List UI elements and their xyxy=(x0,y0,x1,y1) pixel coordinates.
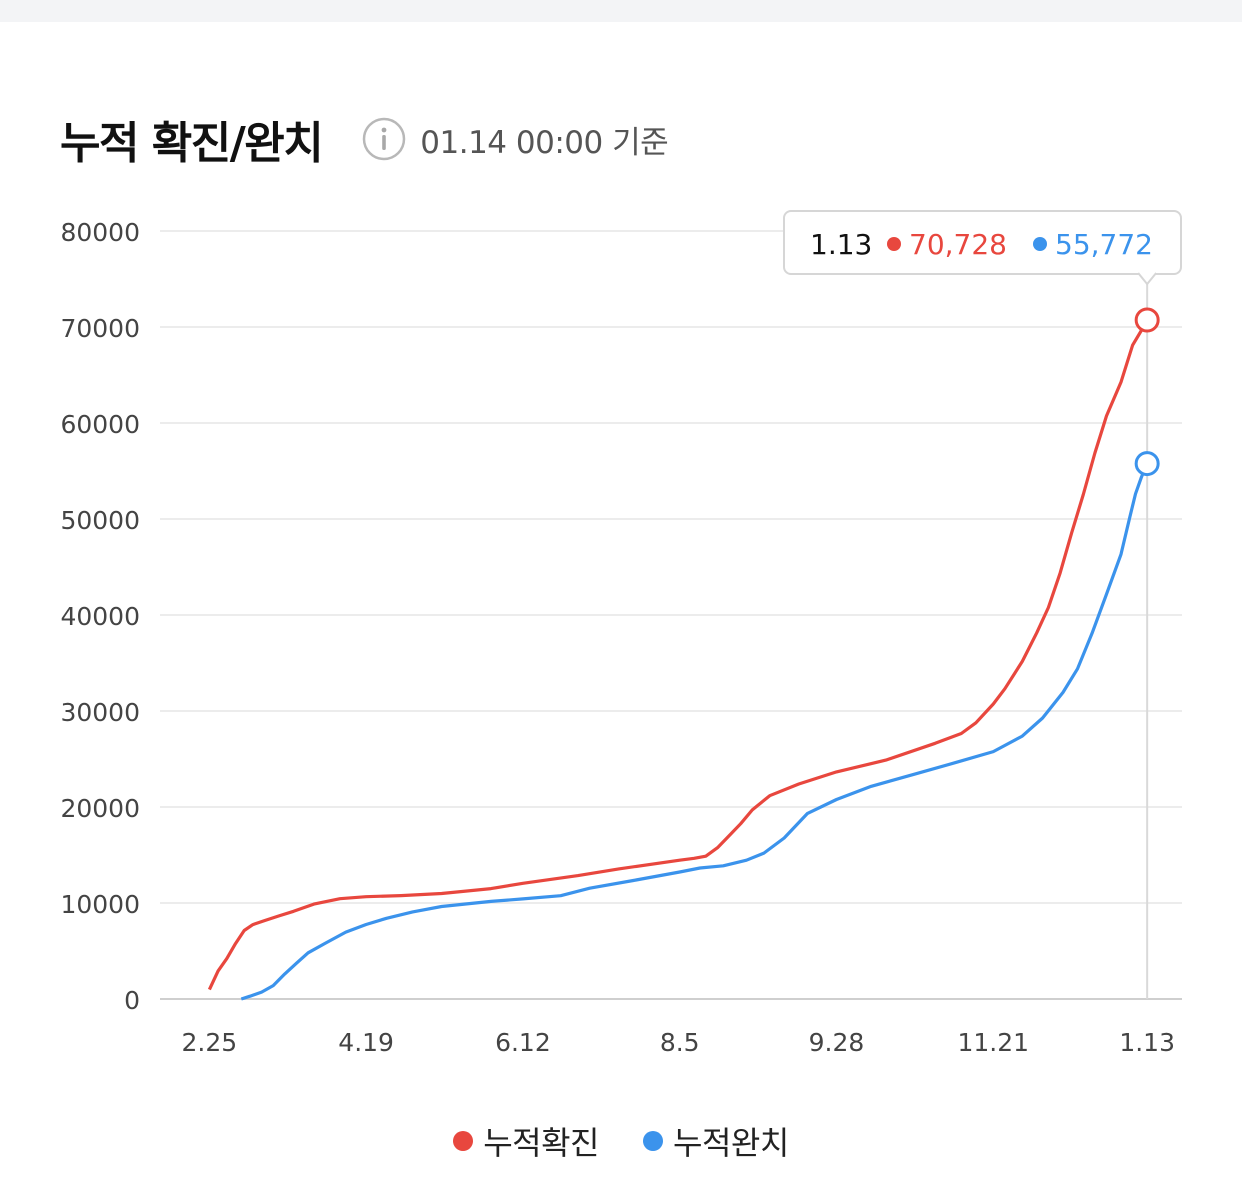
legend-item-recovered[interactable]: 누적완치 xyxy=(643,1118,789,1164)
legend-label-confirmed: 누적확진 xyxy=(483,1124,599,1162)
y-tick-label: 40000 xyxy=(60,602,140,631)
x-tick-label: 8.5 xyxy=(660,1028,700,1057)
x-tick-label: 2.25 xyxy=(182,1028,238,1057)
legend-label-recovered: 누적완치 xyxy=(673,1124,789,1162)
x-tick-label: 9.28 xyxy=(809,1028,865,1057)
y-tick-label: 60000 xyxy=(60,410,140,439)
x-axis-ticks: 2.25 4.19 6.12 8.5 9.28 11.21 1.13 xyxy=(182,1028,1175,1057)
y-tick-label: 80000 xyxy=(60,218,140,247)
tooltip-value-confirmed: 70,728 xyxy=(909,228,1007,261)
tooltip-dot-recovered xyxy=(1033,237,1047,251)
x-tick-label: 4.19 xyxy=(338,1028,394,1057)
legend-dot-confirmed xyxy=(453,1131,474,1151)
x-tick-label: 6.12 xyxy=(495,1028,551,1057)
y-tick-label: 50000 xyxy=(60,506,140,535)
tooltip: 1.13 70,728 55,772 xyxy=(783,210,1182,286)
tooltip-dot-confirmed xyxy=(887,237,901,251)
y-tick-label: 10000 xyxy=(60,890,140,919)
tooltip-box xyxy=(783,210,1182,275)
chart-header: 누적 확진/완치 01.14 00:00 기준 xyxy=(60,104,669,174)
info-icon[interactable] xyxy=(362,117,406,161)
legend: 누적확진 누적완치 xyxy=(0,1118,1242,1164)
y-axis-ticks: 0 10000 20000 30000 40000 50000 60000 70000 8000… xyxy=(60,218,140,1015)
x-tick-label: 11.21 xyxy=(957,1028,1029,1057)
y-tick-label: 70000 xyxy=(60,314,140,343)
cumulative-line-chart: 0 10000 20000 30000 40000 50000 60000 70000 8000… xyxy=(60,210,1182,1057)
grid-layer xyxy=(160,230,1182,1000)
series-line-confirmed[interactable] xyxy=(207,319,1149,991)
info-icon-graphic xyxy=(363,117,406,161)
timestamp-label: 01.14 00:00 기준 xyxy=(420,124,669,161)
y-tick-label: 0 xyxy=(124,986,140,1015)
highlight-point-recovered[interactable] xyxy=(1134,451,1160,477)
series-line-recovered[interactable] xyxy=(240,462,1149,1001)
tooltip-value-recovered: 55,772 xyxy=(1055,228,1153,261)
chart-title: 누적 확진/완치 xyxy=(60,118,324,169)
legend-dot-recovered xyxy=(643,1131,663,1151)
highlight-point-confirmed[interactable] xyxy=(1134,307,1160,333)
legend-item-confirmed[interactable]: 누적확진 xyxy=(453,1118,599,1164)
tooltip-pointer xyxy=(1137,272,1157,286)
tooltip-date: 1.13 xyxy=(810,228,872,261)
x-tick-label: 1.13 xyxy=(1119,1028,1175,1057)
y-tick-label: 20000 xyxy=(60,794,140,823)
top-strip xyxy=(0,0,1242,22)
y-tick-label: 30000 xyxy=(60,698,140,727)
